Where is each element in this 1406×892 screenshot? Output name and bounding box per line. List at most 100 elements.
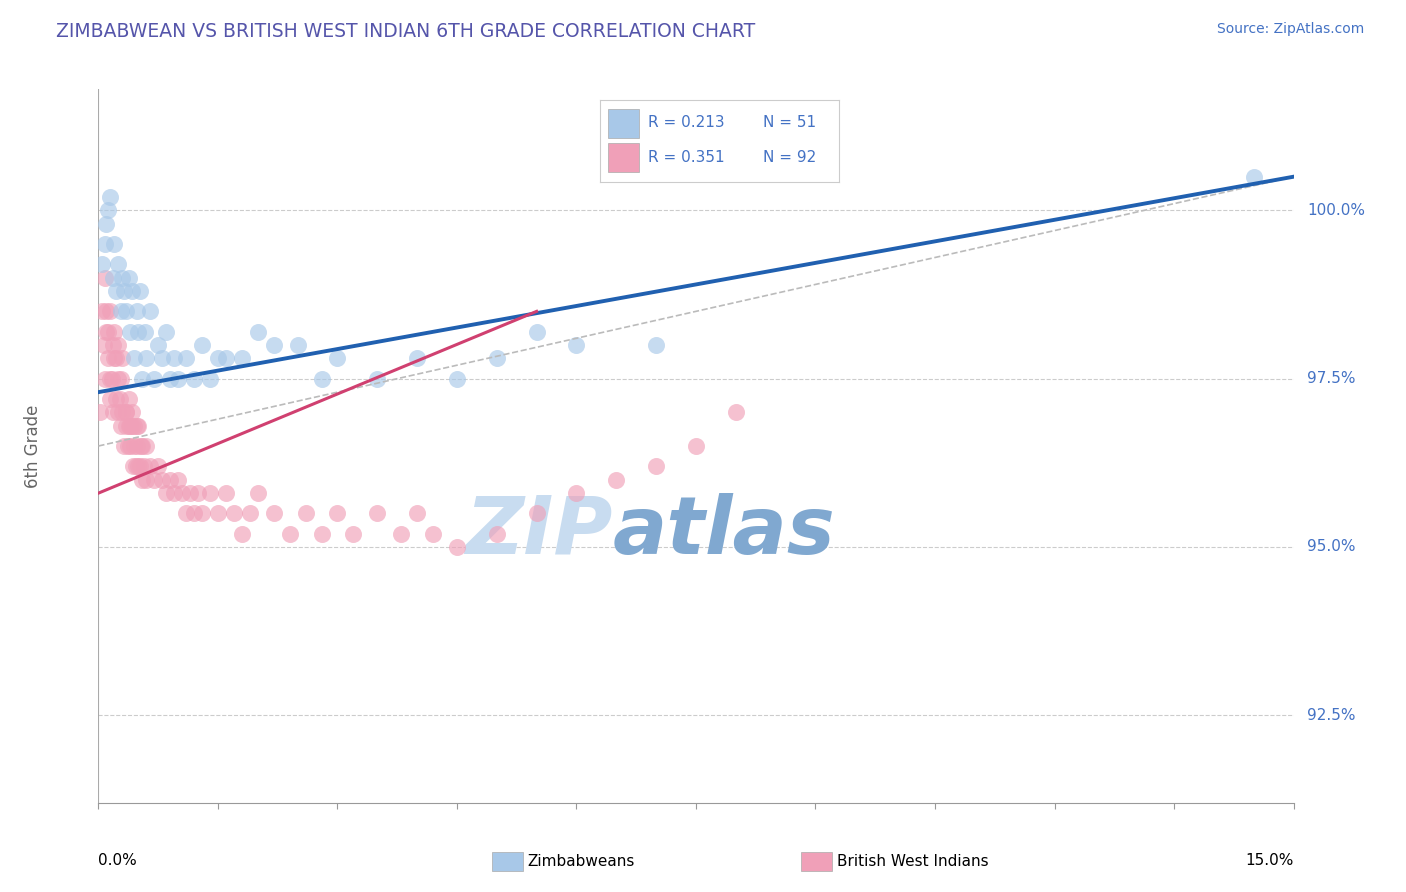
- Text: Zimbabweans: Zimbabweans: [527, 855, 634, 869]
- Point: [118, 270, 141, 285]
- Point: [112, 439, 135, 453]
- Point: [96, 325, 118, 339]
- Point: [159, 372, 181, 386]
- Point: [108, 392, 131, 406]
- Text: 95.0%: 95.0%: [1308, 540, 1355, 555]
- Point: [128, 284, 150, 298]
- Point: [103, 237, 125, 252]
- Point: [110, 418, 132, 433]
- Point: [98, 190, 122, 204]
- Point: [406, 351, 429, 366]
- Point: [207, 351, 229, 366]
- Text: 15.0%: 15.0%: [1246, 853, 1294, 868]
- Point: [118, 418, 141, 433]
- Point: [103, 325, 125, 339]
- Point: [485, 351, 508, 366]
- Point: [172, 486, 194, 500]
- Point: [198, 372, 221, 386]
- Point: [239, 506, 262, 520]
- Point: [231, 526, 253, 541]
- Point: [148, 338, 170, 352]
- Point: [120, 439, 142, 453]
- Point: [179, 486, 201, 500]
- Text: 0.0%: 0.0%: [98, 853, 138, 868]
- Point: [97, 325, 120, 339]
- Point: [91, 257, 114, 271]
- Point: [104, 351, 127, 366]
- Point: [118, 392, 141, 406]
- Point: [311, 526, 333, 541]
- Text: ZIP: ZIP: [465, 492, 612, 571]
- Text: British West Indians: British West Indians: [837, 855, 988, 869]
- Point: [98, 392, 122, 406]
- Point: [124, 418, 146, 433]
- Point: [115, 304, 138, 318]
- Point: [287, 338, 309, 352]
- Point: [446, 540, 468, 554]
- Point: [135, 351, 157, 366]
- Point: [163, 486, 186, 500]
- Point: [263, 338, 285, 352]
- Point: [127, 459, 149, 474]
- Point: [111, 270, 134, 285]
- Point: [155, 486, 177, 500]
- Point: [121, 418, 143, 433]
- Point: [115, 418, 138, 433]
- Point: [422, 526, 444, 541]
- Point: [526, 506, 548, 520]
- Point: [104, 284, 127, 298]
- Point: [311, 372, 333, 386]
- Point: [101, 372, 124, 386]
- Point: [101, 270, 124, 285]
- Point: [131, 439, 153, 453]
- Point: [645, 459, 668, 474]
- Point: [107, 257, 129, 271]
- Point: [143, 372, 166, 386]
- Point: [174, 351, 197, 366]
- Point: [89, 405, 111, 419]
- Point: [278, 526, 301, 541]
- Point: [187, 486, 209, 500]
- Point: [120, 325, 142, 339]
- Point: [125, 418, 148, 433]
- Point: [565, 338, 588, 352]
- Point: [326, 351, 349, 366]
- Point: [150, 473, 173, 487]
- Point: [143, 473, 166, 487]
- Text: 97.5%: 97.5%: [1308, 371, 1355, 386]
- Point: [342, 526, 364, 541]
- Point: [163, 351, 186, 366]
- Point: [124, 351, 146, 366]
- Point: [406, 506, 429, 520]
- Point: [565, 486, 588, 500]
- Point: [131, 372, 153, 386]
- Point: [121, 405, 143, 419]
- Point: [685, 439, 707, 453]
- Point: [366, 372, 388, 386]
- Point: [91, 304, 114, 318]
- Point: [645, 338, 668, 352]
- Text: 6th Grade: 6th Grade: [24, 404, 42, 488]
- Point: [127, 418, 149, 433]
- Point: [135, 473, 157, 487]
- Point: [111, 351, 134, 366]
- Text: ZIMBABWEAN VS BRITISH WEST INDIAN 6TH GRADE CORRELATION CHART: ZIMBABWEAN VS BRITISH WEST INDIAN 6TH GR…: [56, 22, 755, 41]
- Point: [167, 473, 190, 487]
- Text: Source: ZipAtlas.com: Source: ZipAtlas.com: [1216, 22, 1364, 37]
- Point: [131, 473, 153, 487]
- Point: [103, 351, 125, 366]
- Point: [107, 372, 129, 386]
- Point: [125, 439, 148, 453]
- Point: [121, 284, 143, 298]
- Point: [222, 506, 245, 520]
- Point: [112, 284, 135, 298]
- Point: [97, 351, 120, 366]
- Point: [110, 372, 132, 386]
- Point: [101, 338, 124, 352]
- Point: [132, 459, 155, 474]
- Point: [724, 405, 747, 419]
- Point: [366, 506, 388, 520]
- Point: [191, 338, 214, 352]
- Point: [128, 459, 150, 474]
- Point: [215, 486, 238, 500]
